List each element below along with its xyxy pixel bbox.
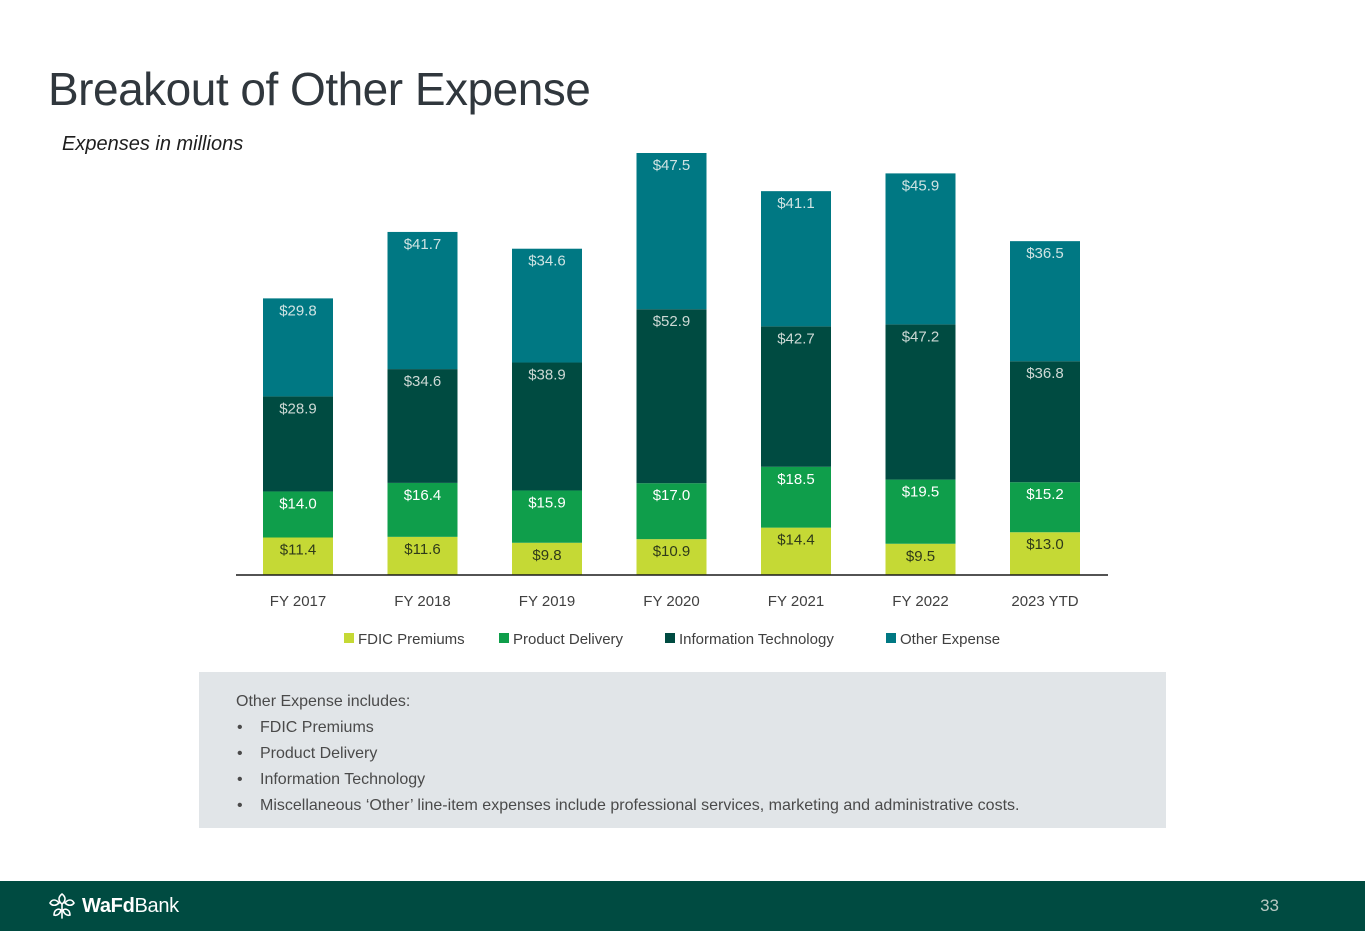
- data-label: $9.5: [906, 548, 935, 565]
- bar-segment-fdic-premiums: [885, 543, 956, 575]
- info-item: Product Delivery: [236, 741, 1129, 767]
- bar-segment-product-delivery: [761, 466, 831, 528]
- bar-segment-information-technology: [1010, 361, 1080, 483]
- info-list: FDIC Premiums Product Delivery Informati…: [236, 715, 1129, 819]
- logo-text-bold: WaFd: [82, 894, 135, 917]
- bar-segment-other-expense: [636, 153, 707, 310]
- bar-segment-other-expense: [761, 191, 831, 327]
- data-label: $11.4: [280, 542, 316, 559]
- bar-segment-information-technology: [761, 326, 831, 467]
- x-tick-label: FY 2022: [892, 593, 948, 610]
- bar-segment-other-expense: [263, 298, 333, 397]
- chart-subtitle: Expenses in millions: [62, 133, 244, 155]
- logo-text-regular: Bank: [134, 894, 180, 917]
- info-item: Information Technology: [236, 767, 1129, 793]
- bar-segment-information-technology: [885, 324, 956, 480]
- data-label: $13.0: [1026, 536, 1064, 553]
- x-tick-label: FY 2019: [519, 593, 575, 610]
- info-item: FDIC Premiums: [236, 715, 1129, 741]
- x-tick-label: FY 2021: [768, 593, 824, 610]
- bar-segment-other-expense: [512, 248, 582, 363]
- bar-segment-other-expense: [387, 231, 458, 370]
- bar-segment-other-expense: [885, 173, 956, 325]
- data-label: $45.9: [902, 177, 940, 194]
- bar-segment-fdic-premiums: [387, 536, 458, 575]
- data-label: $41.7: [404, 236, 442, 253]
- page-number: 33: [1260, 896, 1279, 915]
- data-label: $11.6: [404, 541, 440, 558]
- x-tick-label: FY 2018: [394, 593, 450, 610]
- data-label: $14.0: [279, 495, 317, 512]
- stacked-bar-chart: $11.4 $14.0 $28.9 $29.8 FY 2017 $11.6 $16.4 $34…: [236, 153, 1108, 648]
- legend-swatch: [665, 633, 675, 643]
- data-label: $15.9: [528, 494, 566, 511]
- data-label: $17.0: [653, 487, 691, 504]
- bar-segment-product-delivery: [387, 482, 458, 537]
- wafd-leaf-icon: [49, 892, 75, 919]
- data-label: $9.8: [532, 547, 561, 564]
- legend-swatch: [499, 633, 509, 643]
- wafd-logo: WaFdBank: [46, 891, 179, 921]
- data-label: $34.6: [528, 253, 566, 270]
- x-tick-label: FY 2017: [270, 593, 326, 610]
- bar-segment-product-delivery: [636, 483, 707, 540]
- page-title: Breakout of Other Expense: [48, 63, 591, 115]
- bar-segment-information-technology: [387, 369, 458, 483]
- bar-segment-product-delivery: [512, 490, 582, 543]
- bar-segment-fdic-premiums: [1010, 532, 1080, 575]
- data-label: $15.2: [1026, 486, 1064, 503]
- legend-swatch: [886, 633, 896, 643]
- data-label: $10.9: [653, 543, 691, 560]
- data-label: $34.6: [404, 373, 442, 390]
- data-label: $52.9: [653, 313, 691, 330]
- info-box: Other Expense includes: FDIC Premiums Pr…: [199, 672, 1166, 828]
- footer-bar: WaFdBank 33: [0, 881, 1365, 931]
- x-tick-label: FY 2020: [643, 593, 699, 610]
- data-label: $41.1: [777, 195, 815, 212]
- bar-segment-fdic-premiums: [761, 527, 831, 575]
- bar-segment-fdic-premiums: [512, 542, 582, 575]
- data-label: $14.4: [777, 532, 815, 549]
- data-label: $36.8: [1026, 365, 1064, 382]
- info-item: Miscellaneous ‘Other’ line-item expenses…: [236, 793, 1129, 819]
- bar-segment-information-technology: [512, 362, 582, 491]
- x-tick-label: 2023 YTD: [1011, 593, 1078, 610]
- data-label: $36.5: [1026, 245, 1064, 262]
- data-label: $28.9: [279, 400, 317, 417]
- info-intro: Other Expense includes:: [236, 693, 411, 710]
- legend-label: Other Expense: [900, 631, 1000, 648]
- data-label: $47.5: [653, 157, 691, 174]
- legend-label: Information Technology: [679, 631, 834, 648]
- legend-swatch: [344, 633, 354, 643]
- bar-segment-product-delivery: [885, 479, 956, 544]
- legend-label: FDIC Premiums: [358, 631, 465, 648]
- data-label: $42.7: [777, 330, 815, 347]
- data-label: $19.5: [902, 484, 940, 501]
- bar-segment-information-technology: [263, 396, 333, 492]
- data-label: $38.9: [528, 367, 566, 384]
- bar-segment-product-delivery: [263, 491, 333, 538]
- legend-label: Product Delivery: [513, 631, 624, 648]
- bar-segment-fdic-premiums: [636, 539, 707, 575]
- bar-segment-fdic-premiums: [263, 537, 333, 575]
- data-label: $47.2: [902, 328, 940, 345]
- bar-segment-information-technology: [636, 309, 707, 484]
- bar-segment-other-expense: [1010, 241, 1080, 362]
- data-label: $29.8: [279, 302, 317, 319]
- data-label: $16.4: [404, 487, 442, 504]
- data-label: $18.5: [777, 471, 815, 488]
- bar-segment-product-delivery: [1010, 482, 1080, 533]
